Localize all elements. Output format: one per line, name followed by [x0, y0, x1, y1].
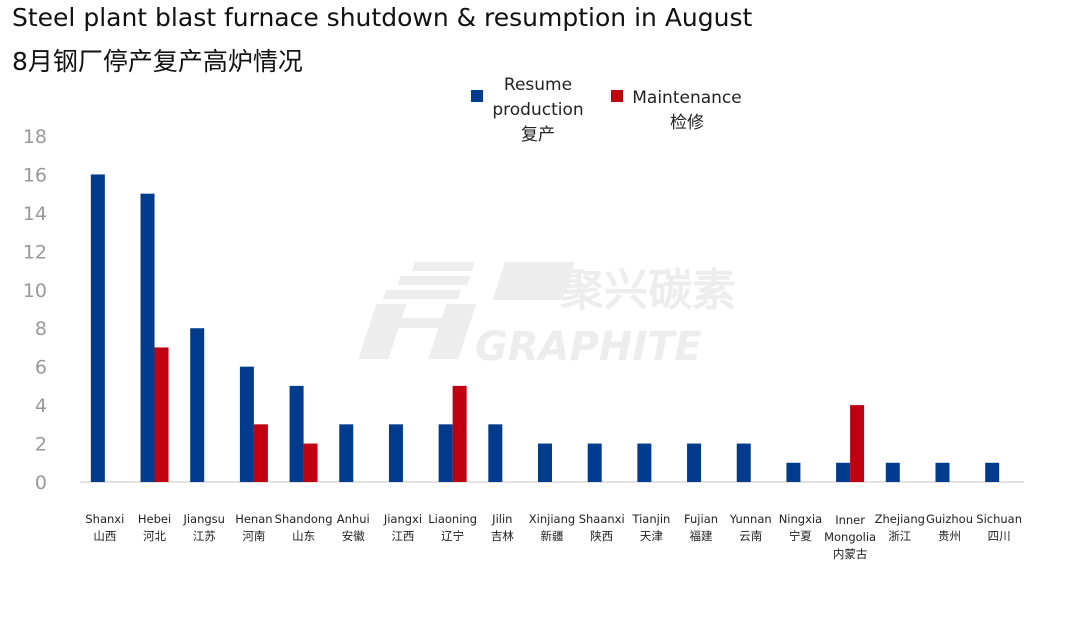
bar-resume-production — [687, 443, 702, 482]
bar-maintenance — [154, 347, 169, 482]
bar-resume-production — [488, 424, 503, 482]
chart-title: Steel plant blast furnace shutdown & res… — [12, 3, 753, 32]
x-category-label: Shanxi 山西 — [85, 512, 124, 543]
y-tick-label: 8 — [35, 318, 47, 340]
x-category-label: Guizhou 贵州 — [926, 512, 973, 543]
y-tick-label: 4 — [35, 395, 47, 417]
x-category-label: Henan 河南 — [235, 512, 272, 543]
chart-subtitle: 8月钢厂停产复产高炉情况 — [12, 47, 303, 76]
bar-maintenance — [303, 443, 318, 482]
x-category-label: Sichuan 四川 — [976, 512, 1022, 543]
bar-resume-production — [339, 424, 354, 482]
bar-resume-production — [289, 385, 304, 482]
x-category-label: Xinjiang 新疆 — [529, 512, 575, 543]
x-category-label: Liaoning 辽宁 — [428, 512, 477, 543]
x-category-label: Jiangxi 江西 — [383, 512, 422, 543]
svg-text:聚兴碳素: 聚兴碳素 — [559, 265, 736, 316]
bar-maintenance — [850, 405, 865, 482]
x-category-label: Shaanxi 陕西 — [579, 512, 625, 543]
bar-resume-production — [836, 462, 851, 482]
y-tick-label: 12 — [23, 241, 47, 263]
bar-resume-production — [438, 424, 453, 482]
bar-maintenance — [253, 424, 268, 482]
x-category-label: Jilin 吉林 — [491, 512, 514, 543]
legend-swatch-resume — [471, 90, 483, 102]
y-tick-label: 10 — [23, 280, 47, 302]
bar-resume-production — [885, 462, 900, 482]
bar-resume-production — [786, 462, 801, 482]
x-category-label: Anhui 安徽 — [337, 512, 370, 543]
legend-label-resume: Resume production 复产 — [492, 75, 583, 145]
svg-text:GRAPHITE: GRAPHITE — [475, 324, 702, 370]
x-category-label: Hebei 河北 — [138, 512, 171, 543]
y-tick-label: 2 — [35, 434, 47, 456]
bar-resume-production — [538, 443, 552, 482]
bar-resume-production — [935, 462, 950, 482]
x-category-label: Inner Mongolia 内蒙古 — [824, 513, 876, 561]
x-category-label: Tianjin 天津 — [631, 512, 670, 543]
bar-resume-production — [190, 328, 205, 482]
x-category-label: Shandong 山东 — [275, 512, 333, 543]
y-tick-label: 14 — [23, 203, 47, 225]
x-category-label: Yunnan 云南 — [729, 512, 772, 543]
legend-swatch-maintenance — [611, 90, 623, 102]
legend-label-maintenance: Maintenance 检修 — [632, 88, 741, 133]
y-tick-label: 16 — [23, 164, 47, 186]
x-category-label: Zhejiang 浙江 — [875, 512, 925, 543]
bar-resume-production — [90, 174, 105, 482]
bar-resume-production — [140, 193, 155, 482]
bar-resume-production — [637, 443, 652, 482]
y-tick-label: 0 — [35, 472, 47, 494]
x-category-label: Fujian 福建 — [684, 512, 718, 543]
bar-resume-production — [587, 443, 602, 482]
watermark-logo: 聚兴碳素 GRAPHITE — [358, 262, 736, 370]
bar-resume-production — [985, 462, 1000, 482]
bar-maintenance — [452, 385, 467, 482]
x-category-label: Jiangsu 江苏 — [182, 512, 225, 543]
bar-resume-production — [239, 366, 254, 482]
y-tick-label: 18 — [23, 126, 47, 148]
y-tick-label: 6 — [35, 357, 47, 379]
x-category-label: Ningxia 宁夏 — [779, 512, 822, 543]
bar-resume-production — [388, 424, 403, 482]
bar-resume-production — [736, 443, 751, 482]
